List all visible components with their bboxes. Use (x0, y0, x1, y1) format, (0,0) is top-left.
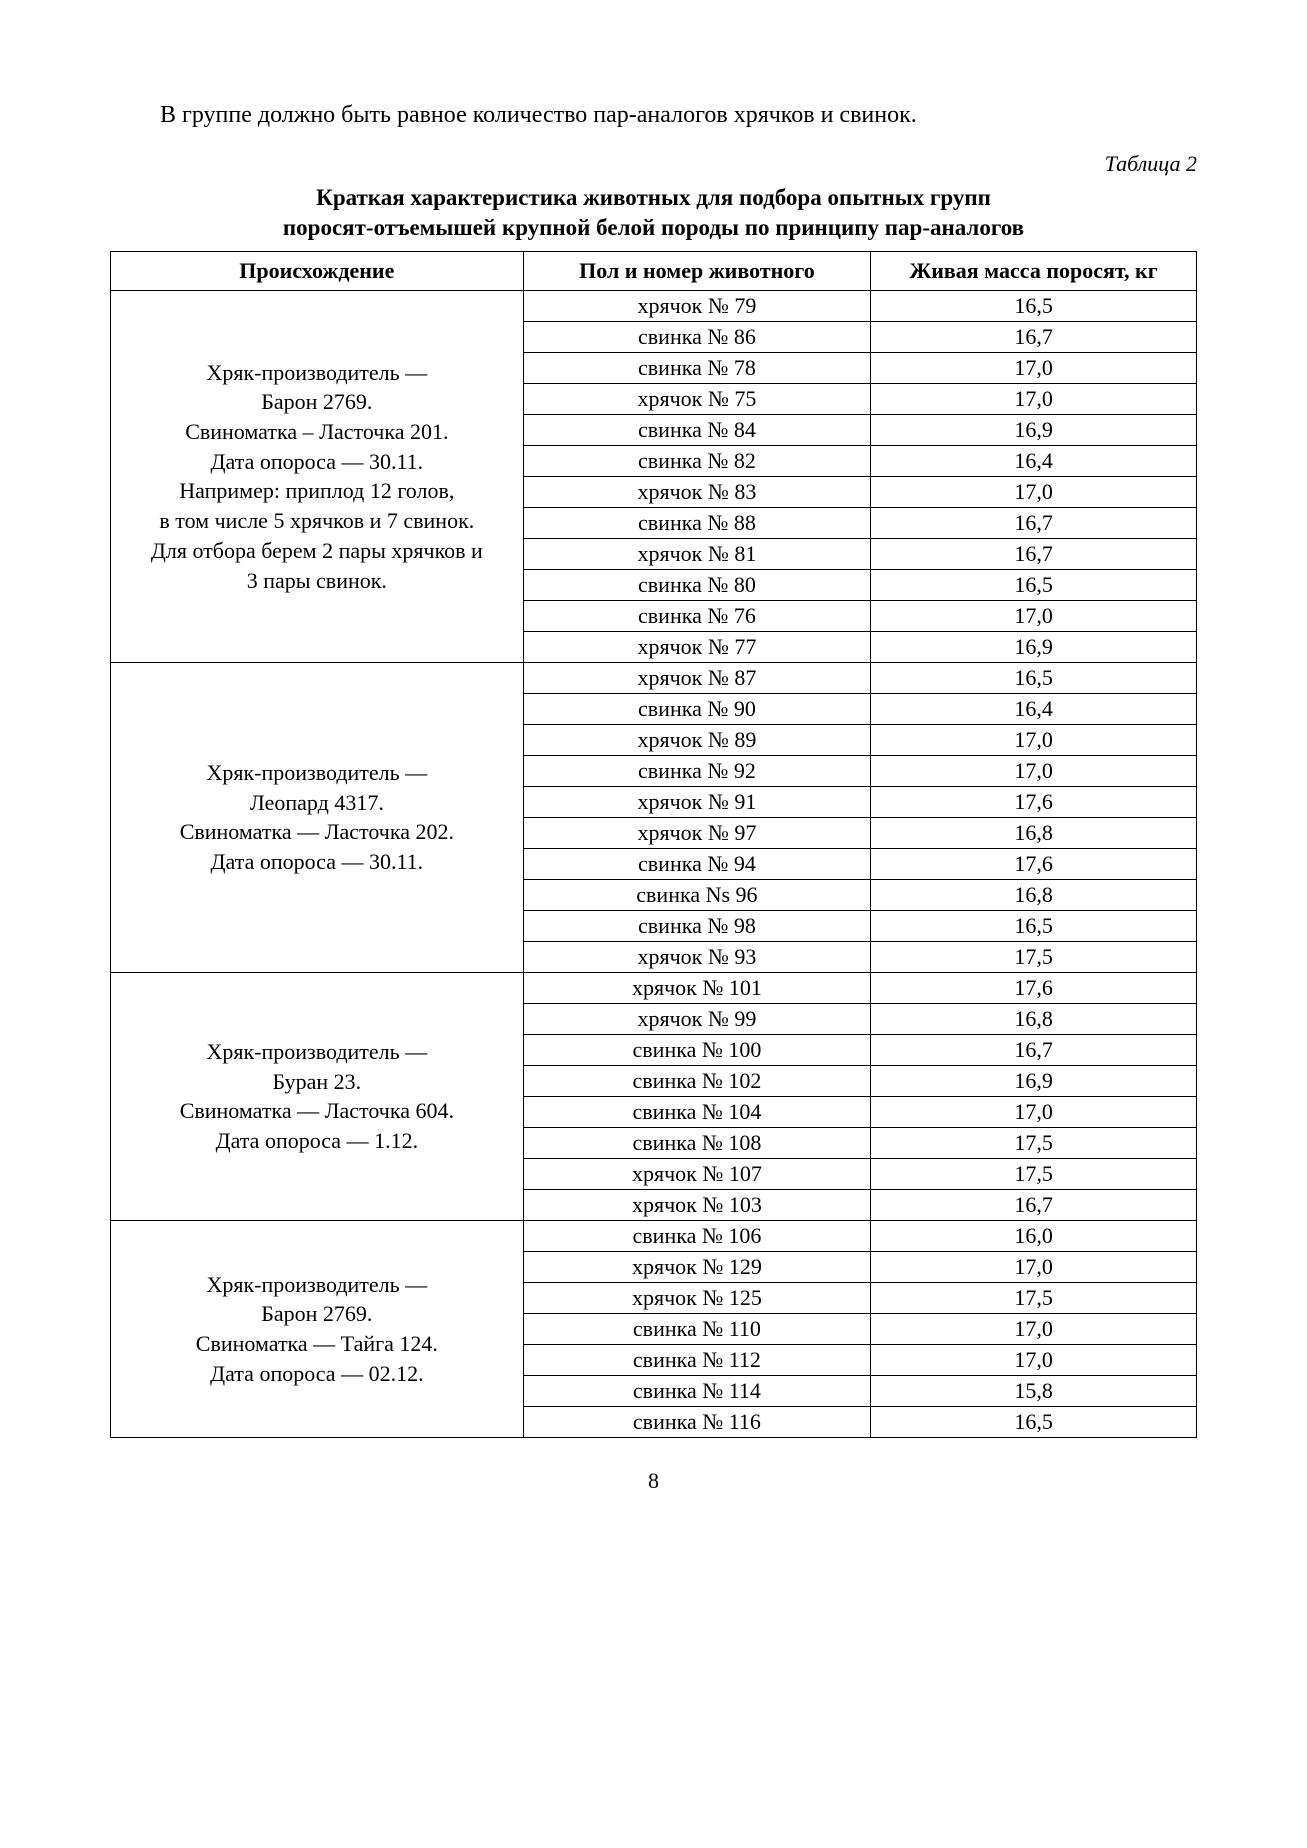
origin-cell: Хряк-производитель —Буран 23.Свиноматка … (111, 972, 524, 1220)
mass-cell: 16,7 (871, 507, 1197, 538)
mass-cell: 16,9 (871, 631, 1197, 662)
mass-cell: 17,6 (871, 972, 1197, 1003)
mass-cell: 16,5 (871, 1406, 1197, 1437)
mass-cell: 17,5 (871, 1158, 1197, 1189)
origin-cell: Хряк-производитель —Барон 2769.Свиноматк… (111, 290, 524, 662)
sex-cell: хрячок № 75 (523, 383, 871, 414)
sex-cell: свинка № 86 (523, 321, 871, 352)
sex-cell: свинка № 114 (523, 1375, 871, 1406)
table-row: Хряк-производитель —Барон 2769.Свиноматк… (111, 1220, 1197, 1251)
sex-cell: хрячок № 83 (523, 476, 871, 507)
mass-cell: 16,0 (871, 1220, 1197, 1251)
sex-cell: свинка № 104 (523, 1096, 871, 1127)
table-row: Хряк-производитель —Буран 23.Свиноматка … (111, 972, 1197, 1003)
sex-cell: свинка № 92 (523, 755, 871, 786)
col-header-mass: Живая масса поросят, кг (871, 251, 1197, 290)
animals-table: Происхождение Пол и номер животного Жива… (110, 251, 1197, 1438)
col-header-origin: Происхождение (111, 251, 524, 290)
mass-cell: 17,0 (871, 352, 1197, 383)
sex-cell: хрячок № 79 (523, 290, 871, 321)
mass-cell: 17,0 (871, 476, 1197, 507)
mass-cell: 17,0 (871, 1251, 1197, 1282)
sex-cell: хрячок № 103 (523, 1189, 871, 1220)
sex-cell: хрячок № 77 (523, 631, 871, 662)
sex-cell: свинка № 98 (523, 910, 871, 941)
mass-cell: 15,8 (871, 1375, 1197, 1406)
sex-cell: хрячок № 81 (523, 538, 871, 569)
sex-cell: свинка № 76 (523, 600, 871, 631)
sex-cell: хрячок № 101 (523, 972, 871, 1003)
mass-cell: 17,5 (871, 941, 1197, 972)
mass-cell: 17,0 (871, 383, 1197, 414)
sex-cell: свинка № 82 (523, 445, 871, 476)
sex-cell: свинка № 94 (523, 848, 871, 879)
mass-cell: 16,5 (871, 569, 1197, 600)
sex-cell: свинка № 78 (523, 352, 871, 383)
mass-cell: 16,8 (871, 879, 1197, 910)
caption-line-2: поросят-отъемышей крупной белой породы п… (283, 215, 1024, 240)
mass-cell: 17,0 (871, 1313, 1197, 1344)
sex-cell: свинка № 90 (523, 693, 871, 724)
sex-cell: хрячок № 125 (523, 1282, 871, 1313)
table-row: Хряк-производитель —Леопард 4317.Свинома… (111, 662, 1197, 693)
sex-cell: свинка № 102 (523, 1065, 871, 1096)
table-row: Хряк-производитель —Барон 2769.Свиноматк… (111, 290, 1197, 321)
mass-cell: 16,7 (871, 321, 1197, 352)
sex-cell: хрячок № 129 (523, 1251, 871, 1282)
origin-cell: Хряк-производитель —Барон 2769.Свиноматк… (111, 1220, 524, 1437)
mass-cell: 16,4 (871, 445, 1197, 476)
mass-cell: 16,9 (871, 414, 1197, 445)
mass-cell: 17,0 (871, 1344, 1197, 1375)
caption-line-1: Краткая характеристика животных для подб… (316, 185, 991, 210)
mass-cell: 17,6 (871, 786, 1197, 817)
sex-cell: хрячок № 107 (523, 1158, 871, 1189)
mass-cell: 16,5 (871, 910, 1197, 941)
sex-cell: свинка № 80 (523, 569, 871, 600)
mass-cell: 17,0 (871, 1096, 1197, 1127)
table-body: Хряк-производитель —Барон 2769.Свиноматк… (111, 290, 1197, 1437)
mass-cell: 17,5 (871, 1127, 1197, 1158)
sex-cell: свинка № 116 (523, 1406, 871, 1437)
mass-cell: 17,0 (871, 755, 1197, 786)
mass-cell: 16,5 (871, 662, 1197, 693)
sex-cell: свинка № 108 (523, 1127, 871, 1158)
lead-paragraph: В группе должно быть равное количество п… (110, 100, 1197, 131)
table-number-label: Таблица 2 (110, 151, 1197, 177)
col-header-sex: Пол и номер животного (523, 251, 871, 290)
table-header-row: Происхождение Пол и номер животного Жива… (111, 251, 1197, 290)
mass-cell: 16,4 (871, 693, 1197, 724)
mass-cell: 16,8 (871, 817, 1197, 848)
sex-cell: хрячок № 99 (523, 1003, 871, 1034)
sex-cell: свинка № 106 (523, 1220, 871, 1251)
mass-cell: 17,0 (871, 724, 1197, 755)
sex-cell: хрячок № 89 (523, 724, 871, 755)
sex-cell: свинка Ns 96 (523, 879, 871, 910)
sex-cell: свинка № 88 (523, 507, 871, 538)
origin-cell: Хряк-производитель —Леопард 4317.Свинома… (111, 662, 524, 972)
mass-cell: 16,5 (871, 290, 1197, 321)
sex-cell: свинка № 84 (523, 414, 871, 445)
sex-cell: свинка № 110 (523, 1313, 871, 1344)
table-caption: Краткая характеристика животных для подб… (110, 183, 1197, 243)
mass-cell: 17,6 (871, 848, 1197, 879)
mass-cell: 17,0 (871, 600, 1197, 631)
sex-cell: хрячок № 93 (523, 941, 871, 972)
sex-cell: свинка № 112 (523, 1344, 871, 1375)
page-number: 8 (110, 1468, 1197, 1494)
sex-cell: хрячок № 87 (523, 662, 871, 693)
sex-cell: хрячок № 91 (523, 786, 871, 817)
mass-cell: 16,7 (871, 1189, 1197, 1220)
sex-cell: хрячок № 97 (523, 817, 871, 848)
mass-cell: 16,7 (871, 538, 1197, 569)
mass-cell: 16,8 (871, 1003, 1197, 1034)
mass-cell: 16,7 (871, 1034, 1197, 1065)
mass-cell: 17,5 (871, 1282, 1197, 1313)
sex-cell: свинка № 100 (523, 1034, 871, 1065)
mass-cell: 16,9 (871, 1065, 1197, 1096)
